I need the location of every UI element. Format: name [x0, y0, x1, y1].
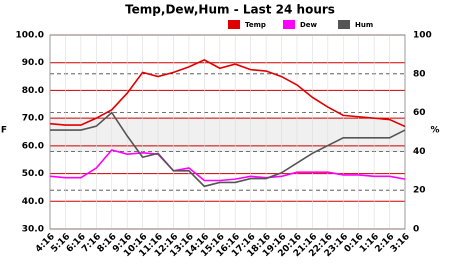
y2-tick-label: 40: [413, 147, 426, 157]
y2-tick-label: 20: [413, 186, 426, 196]
y-tick-label: 80.0: [22, 86, 44, 96]
series-line: [50, 111, 406, 188]
y2-tick-label: 100: [413, 31, 432, 41]
y-tick-label: 30.0: [22, 225, 44, 235]
y2-axis-label: %: [430, 126, 439, 136]
y-axis-label: F: [1, 126, 7, 136]
y-tick-label: 40.0: [22, 197, 44, 207]
band: [50, 118, 405, 152]
legend-label: Hum: [355, 21, 373, 29]
y-tick-label: 90.0: [22, 58, 44, 68]
y-tick-label: 50.0: [22, 169, 44, 179]
series-line: [49, 149, 406, 182]
legend-label: Dew: [300, 21, 318, 29]
y-tick-label: 70.0: [22, 114, 44, 124]
y2-tick-label: 80: [413, 69, 426, 79]
y2-tick-label: 0: [413, 225, 419, 235]
y-tick-label: 100.0: [16, 31, 44, 41]
legend-label: Temp: [245, 21, 266, 29]
legend-swatch: [338, 20, 350, 29]
legend-swatch: [283, 20, 295, 29]
series-line: [49, 59, 406, 128]
y2-tick-label: 60: [413, 108, 426, 118]
y-tick-label: 60.0: [22, 141, 44, 151]
legend-swatch: [228, 20, 240, 29]
chart-title: Temp,Dew,Hum - Last 24 hours: [125, 3, 335, 17]
plot-frame: [49, 34, 406, 230]
